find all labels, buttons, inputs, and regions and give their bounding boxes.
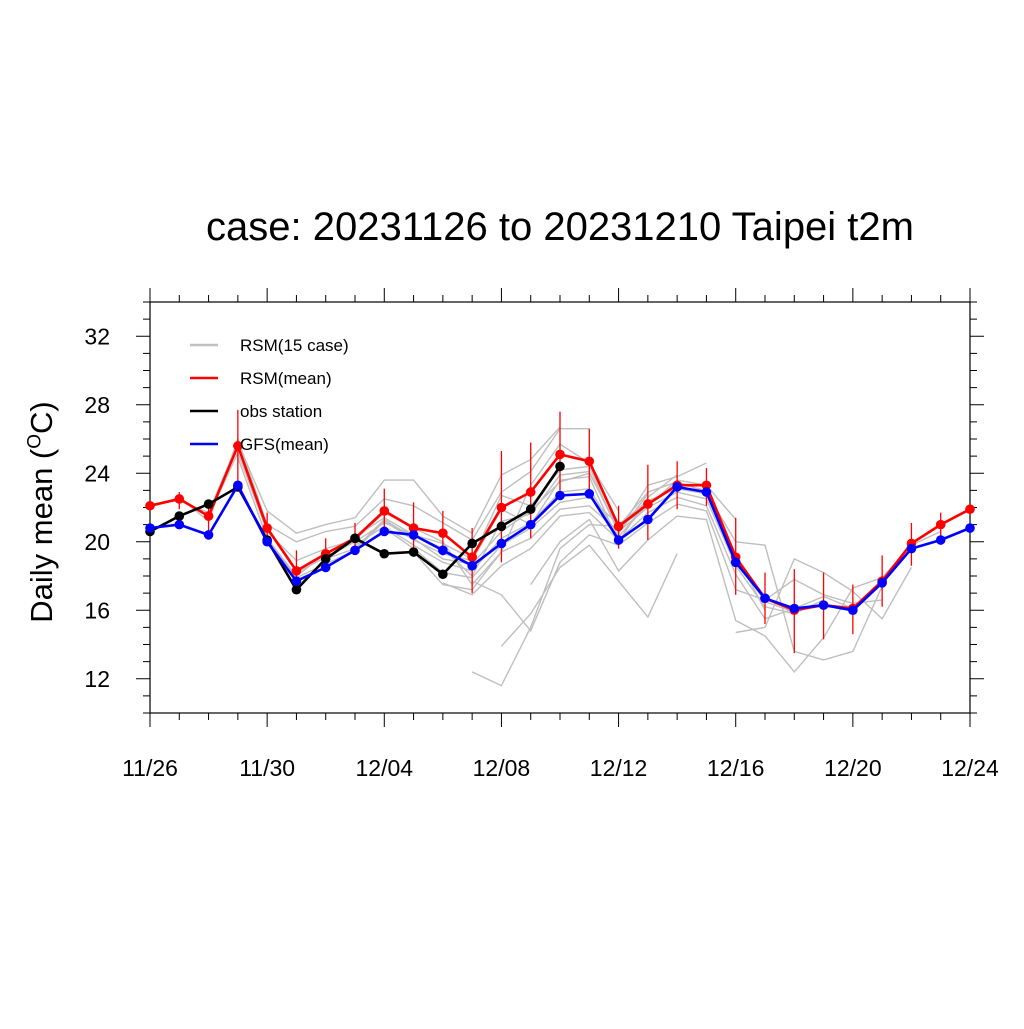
obs-station-point	[525, 504, 536, 515]
gfs-mean-point	[818, 600, 829, 610]
gfs-mean-point	[291, 576, 302, 586]
ensemble-member-13-line	[500, 544, 678, 647]
y-tick-label: 16	[84, 597, 110, 623]
rsm-mean-point	[613, 521, 624, 532]
obs-station-point	[467, 538, 477, 549]
gfs-mean-point	[233, 480, 243, 491]
gfs-mean-point	[848, 605, 858, 616]
legend-label: RSM(15 case)	[240, 336, 349, 355]
x-tick-label: 12/04	[356, 755, 414, 781]
y-tick-label: 20	[84, 529, 110, 555]
gfs-mean-point	[467, 560, 477, 571]
rsm-mean-point	[467, 552, 477, 562]
gfs-mean-point	[672, 482, 682, 492]
gfs-mean-point	[965, 523, 975, 533]
x-tick-label: 12/08	[473, 755, 531, 781]
rsm-mean-point	[555, 449, 565, 460]
rsm-mean-point	[643, 499, 653, 509]
obs-station-point	[408, 547, 419, 557]
x-tick-label: 12/20	[824, 755, 882, 781]
rsm-mean-point	[174, 494, 185, 504]
obs-station-point	[350, 533, 360, 544]
rsm-mean-point	[291, 566, 302, 576]
obs-station-point	[291, 584, 302, 595]
rsm-mean-point	[379, 506, 390, 516]
gfs-mean-point	[262, 536, 272, 547]
gfs-mean-point	[760, 593, 770, 604]
gfs-mean-point	[906, 543, 917, 554]
y-tick-label: 12	[84, 666, 110, 692]
y-tick-label: 24	[84, 460, 110, 486]
gfs-mean-point	[643, 514, 653, 525]
gfs-mean-point	[613, 535, 624, 545]
gfs-mean-point	[496, 538, 507, 549]
legend-label: GFS(mean)	[240, 435, 329, 454]
obs-station-point	[438, 569, 448, 580]
rsm-mean-point	[262, 523, 272, 533]
rsm-mean-point	[701, 480, 712, 491]
gfs-mean-point	[701, 487, 712, 497]
rsm-mean-point	[525, 487, 536, 497]
rsm-mean-point	[438, 528, 448, 538]
rsm-mean-point	[496, 502, 507, 513]
gfs-mean-point	[935, 535, 946, 545]
gfs-mean-point	[379, 526, 390, 537]
rsm-mean-point	[965, 504, 975, 515]
y-tick-label: 28	[84, 392, 110, 418]
x-tick-label: 11/26	[122, 755, 178, 781]
gfs-mean-point	[408, 530, 419, 540]
gfs-mean-point	[203, 530, 214, 540]
gfs-mean-point	[438, 545, 448, 556]
chart-title: case: 20231126 to 20231210 Taipei t2m	[206, 205, 914, 249]
gfs-mean-point	[174, 519, 185, 530]
legend-label: RSM(mean)	[240, 369, 332, 388]
gfs-mean-point	[789, 603, 800, 614]
rsm-mean-point	[145, 500, 155, 511]
rsm-mean-point	[203, 511, 214, 521]
rsm-mean-point	[233, 441, 243, 451]
obs-station-point	[320, 554, 331, 564]
gfs-mean-point	[730, 557, 741, 568]
gfs-mean-point	[145, 523, 155, 533]
x-tick-label: 12/12	[590, 755, 648, 781]
rsm-mean-point	[408, 523, 419, 533]
obs-station-point	[555, 461, 565, 472]
gfs-mean-point	[350, 545, 360, 556]
x-tick-label: 12/24	[941, 755, 999, 781]
x-tick-label: 12/16	[707, 755, 765, 781]
x-tick-label: 11/30	[239, 755, 295, 781]
ensemble-member-14-line	[530, 515, 941, 673]
gfs-mean-point	[877, 578, 887, 588]
obs-station-point	[379, 548, 390, 559]
y-axis-label: Daily mean (OC)	[24, 401, 59, 623]
obs-station-point	[174, 511, 185, 521]
plot-frame	[149, 301, 971, 714]
obs-station-point	[203, 499, 214, 509]
gfs-mean-point	[320, 562, 331, 573]
rsm-mean-point	[584, 456, 595, 467]
obs-station-point	[496, 521, 507, 532]
y-tick-label: 32	[84, 323, 110, 349]
gfs-mean-point	[525, 519, 536, 530]
legend-label: obs station	[240, 402, 322, 421]
ensemble-member-1-line	[149, 426, 561, 535]
gfs-mean-point	[584, 489, 595, 499]
gfs-mean-point	[555, 490, 565, 501]
rsm-mean-point	[935, 519, 946, 530]
